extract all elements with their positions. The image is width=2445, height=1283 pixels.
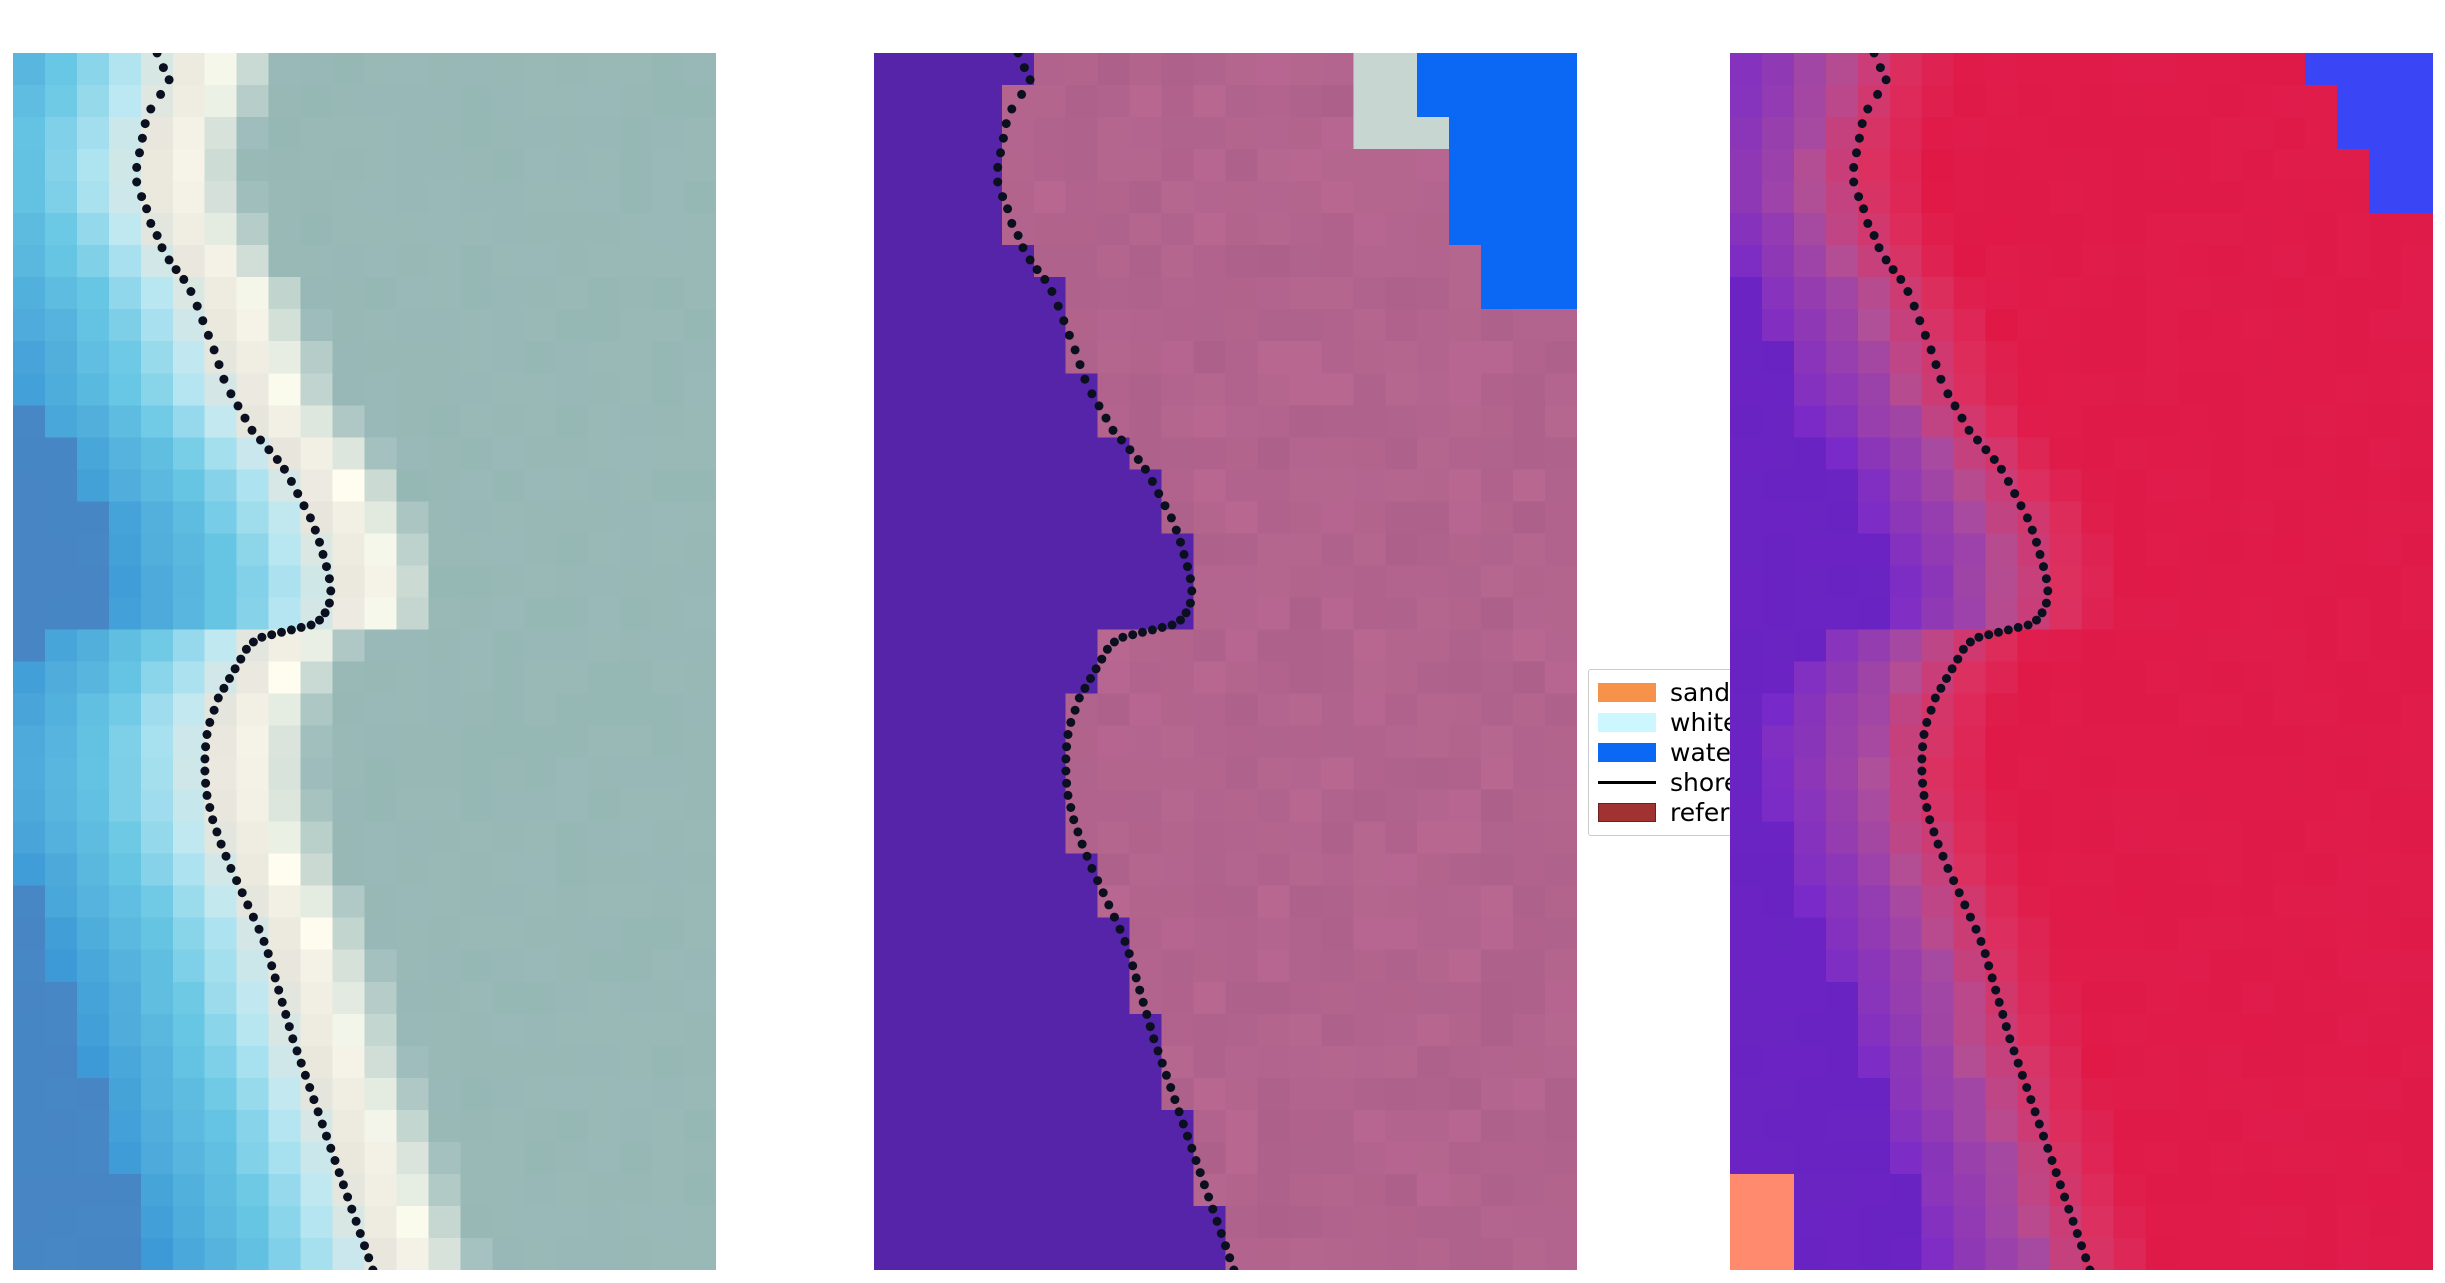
legend-swatch-whitewater xyxy=(1598,712,1656,732)
legend-item-water: water xyxy=(1598,737,1758,767)
legend-label-water: water xyxy=(1670,737,1742,767)
panel-classified-2025-05-08: 2025-05-08-09-59-36 xyxy=(874,53,1577,1270)
panel-L9: L9 xyxy=(1730,53,2433,1270)
legend-swatch-water xyxy=(1598,742,1656,762)
legend-swatch-sand xyxy=(1598,682,1656,702)
panel-sar1702: sar1702 xyxy=(13,53,716,1270)
raster-classified xyxy=(874,53,1577,1270)
raster-rgb xyxy=(13,53,716,1270)
legend-swatch-shoreline xyxy=(1598,780,1656,784)
legend-label-sand: sand xyxy=(1670,677,1731,707)
legend-item-sand: sand xyxy=(1598,677,1758,707)
legend-swatch-reference xyxy=(1598,802,1656,822)
raster-index xyxy=(1730,53,2433,1270)
